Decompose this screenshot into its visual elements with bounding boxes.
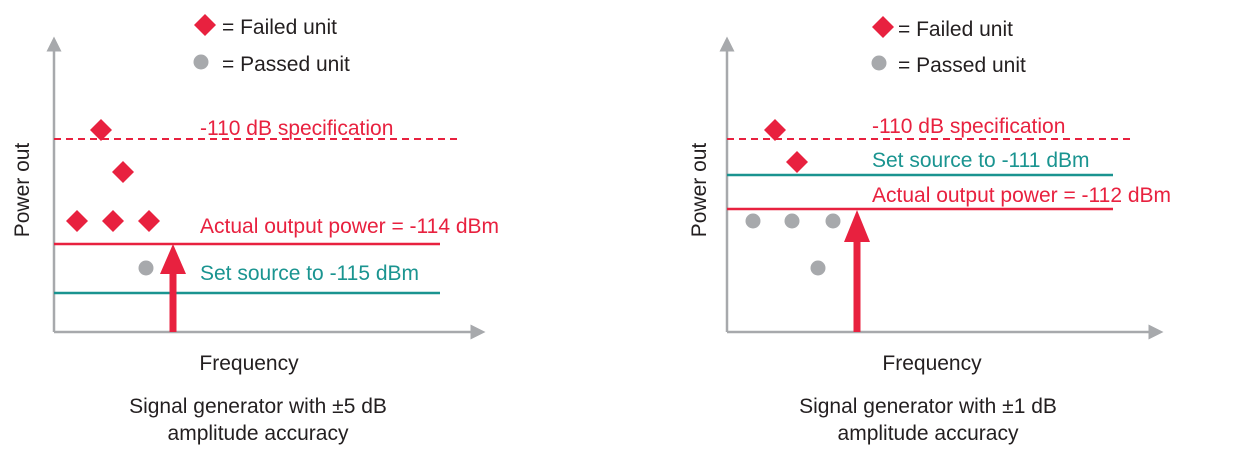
legend-failed-icon	[872, 16, 894, 38]
caption-line-1: Signal generator with ±1 dB	[799, 395, 1057, 418]
passed-unit-marker	[825, 213, 841, 229]
legend-passed-label: = Passed unit	[222, 53, 350, 76]
failed-unit-marker	[66, 210, 88, 232]
actual-output-label: Actual output power = -114 dBm	[200, 215, 499, 238]
panel-left: = Failed unit = Passed unit Power out Fr…	[11, 14, 499, 445]
set-source-label: Set source to -111 dBm	[872, 149, 1090, 172]
failed-unit-marker	[112, 161, 134, 183]
failed-unit-marker	[138, 210, 160, 232]
caption-line-1: Signal generator with ±5 dB	[129, 395, 387, 418]
legend-passed-icon	[871, 55, 887, 71]
passed-unit-marker	[138, 260, 154, 276]
failed-unit-marker	[90, 119, 112, 141]
panel-right: = Failed unit = Passed unit Power out Fr…	[688, 16, 1171, 445]
output-arrow-head	[844, 210, 870, 242]
y-axis-label: Power out	[11, 143, 34, 238]
legend-passed-label: = Passed unit	[898, 54, 1026, 77]
passed-unit-marker	[745, 213, 761, 229]
spec-label: -110 dB specification	[872, 115, 1065, 138]
set-source-label: Set source to -115 dBm	[200, 262, 419, 285]
passed-unit-marker	[784, 213, 800, 229]
y-axis-label: Power out	[688, 143, 711, 238]
passed-unit-marker	[810, 260, 826, 276]
legend-passed-icon	[193, 54, 209, 70]
legend-failed-label: = Failed unit	[898, 18, 1013, 41]
failed-unit-marker	[786, 151, 808, 173]
caption-line-2: amplitude accuracy	[168, 422, 349, 445]
legend-failed-label: = Failed unit	[222, 16, 337, 39]
caption-line-2: amplitude accuracy	[838, 422, 1019, 445]
failed-unit-marker	[764, 119, 786, 141]
legend-failed-icon	[194, 14, 216, 36]
spec-label: -110 dB specification	[200, 117, 393, 140]
output-arrow-head	[160, 244, 186, 274]
actual-output-label: Actual output power = -112 dBm	[872, 184, 1171, 207]
x-axis-label: Frequency	[199, 352, 299, 375]
x-axis-label: Frequency	[882, 352, 982, 375]
failed-unit-marker	[102, 210, 124, 232]
